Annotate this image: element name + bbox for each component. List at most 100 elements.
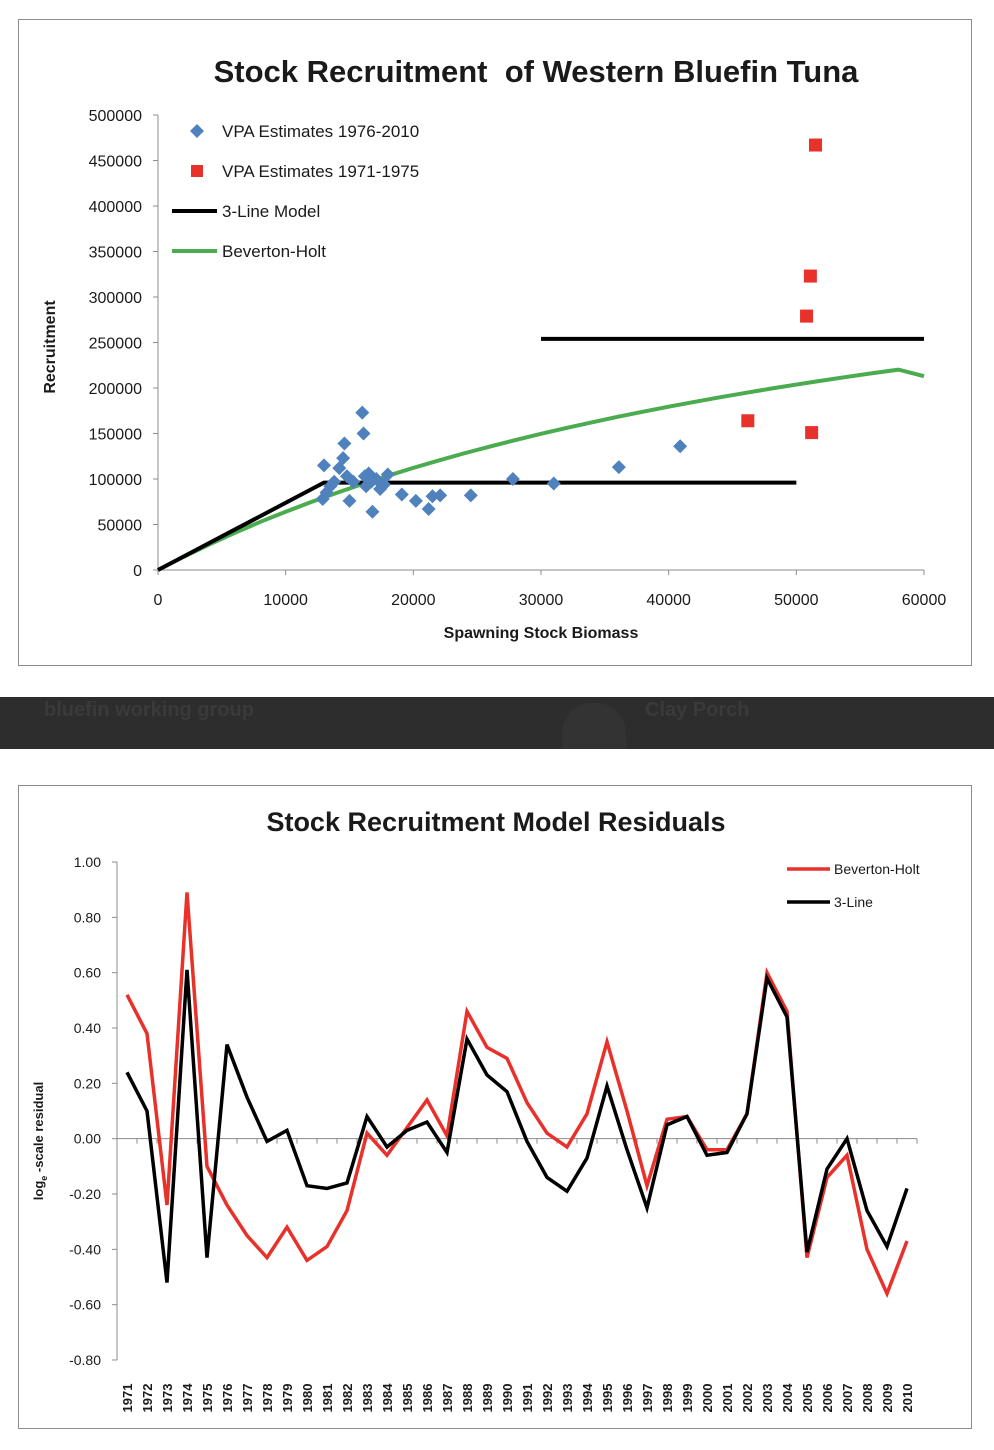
x-tick-label: 1975 [200, 1384, 215, 1413]
x-tick-label: 1980 [300, 1384, 315, 1413]
y-axis-label: loge -scale residual [31, 1082, 49, 1200]
vpa-1976-2010-point [342, 493, 357, 508]
x-tick-label: 2008 [860, 1384, 875, 1413]
x-tick-label: 2000 [700, 1384, 715, 1413]
x-tick-label: 1978 [260, 1384, 275, 1413]
three-line-model-segment [157, 480, 797, 572]
x-tick-label: 0 [154, 592, 163, 609]
vpa-1976-2010-point [316, 458, 331, 473]
y-tick-label: 0.80 [74, 909, 101, 925]
y-tick-label: 0.20 [74, 1075, 101, 1091]
x-tick-label: 2003 [760, 1384, 775, 1413]
x-tick-label: 1996 [620, 1384, 635, 1413]
x-tick-label: 1986 [420, 1384, 435, 1413]
x-tick-label: 1979 [280, 1384, 295, 1413]
x-tick-label: 1974 [180, 1383, 195, 1413]
vpa-1976-2010-point [337, 436, 352, 451]
y-tick-label: -0.20 [69, 1186, 101, 1202]
x-tick-label: 2002 [740, 1384, 755, 1413]
vpa-1976-2010-point [327, 474, 342, 489]
legend-diamond-marker [190, 124, 204, 138]
x-tick-label: 20000 [391, 592, 436, 609]
x-tick-label: 60000 [902, 592, 947, 609]
vpa-1976-2010-point [463, 488, 478, 503]
legend-label: VPA Estimates 1971-1975 [222, 162, 419, 181]
x-tick-label: 2006 [820, 1384, 835, 1413]
x-tick-label: 1990 [500, 1384, 515, 1413]
x-tick-label: 30000 [519, 592, 564, 609]
y-tick-label: 1.00 [74, 854, 101, 870]
vpa-1976-2010-point [380, 467, 395, 482]
x-tick-label: 1984 [380, 1383, 395, 1413]
vpa-1976-2010-point [394, 487, 409, 502]
x-tick-label: 1976 [220, 1384, 235, 1413]
x-tick-label: 50000 [774, 592, 819, 609]
y-axis-label: Recruitment [42, 300, 59, 394]
vpa-1976-2010-point [356, 426, 371, 441]
x-tick-label: 1999 [680, 1384, 695, 1413]
x-tick-label: 2005 [800, 1384, 815, 1413]
x-tick-label: 2004 [780, 1383, 795, 1413]
three-line-residual-line [125, 969, 909, 1283]
vpa-1976-2010-point [336, 451, 351, 466]
y-tick-label: -0.60 [69, 1297, 101, 1313]
y-tick-label: 450000 [89, 154, 142, 171]
legend-label: Beverton-Holt [834, 861, 920, 877]
x-tick-label: 2009 [880, 1384, 895, 1413]
vpa-1971-1975-point [808, 138, 822, 152]
x-tick-label: 1971 [120, 1384, 135, 1413]
vpa-1976-2010-point [673, 439, 688, 454]
vpa-1971-1975-point [741, 414, 755, 428]
legend-square-marker [191, 165, 203, 177]
x-tick-label: 2010 [900, 1384, 915, 1413]
band-left-title: bluefin working group [44, 699, 254, 721]
residuals-chart-panel: Stock Recruitment Model Residuals loge -… [18, 785, 972, 1429]
y-tick-label: 0 [133, 563, 142, 580]
legend-label: 3-Line [834, 894, 873, 910]
legend-label: 3-Line Model [222, 202, 320, 221]
band-right-title: Clay Porch [645, 699, 750, 721]
y-axis-label-subscript: e [39, 1176, 49, 1181]
vpa-1976-2010-point [408, 493, 423, 508]
vpa-1976-2010-point [355, 405, 370, 420]
x-axis-label: Spawning Stock Biomass [444, 625, 639, 642]
x-tick-label: 1972 [140, 1384, 155, 1413]
y-tick-label: 350000 [89, 245, 142, 262]
dark-separator-band: bluefin working group Clay Porch [0, 697, 994, 749]
y-tick-label: 0.40 [74, 1020, 101, 1036]
x-tick-label: 1993 [560, 1384, 575, 1413]
vpa-1971-1975-point [805, 426, 819, 440]
x-tick-label: 1989 [480, 1384, 495, 1413]
x-tick-label: 1988 [460, 1384, 475, 1413]
stock-recruitment-chart: Stock Recruitment of Western Bluefin Tun… [42, 54, 947, 642]
vpa-1976-2010-point [365, 504, 380, 519]
vpa-1976-2010-point [421, 502, 436, 517]
x-tick-label: 1982 [340, 1384, 355, 1413]
beverton-holt-residual-line [125, 892, 909, 1299]
y-axis-label-main: log [31, 1181, 46, 1201]
y-tick-label: 250000 [89, 336, 142, 353]
x-tick-label: 1977 [240, 1384, 255, 1413]
y-tick-label: 500000 [89, 108, 142, 125]
x-tick-label: 1985 [400, 1384, 415, 1413]
y-tick-label: 0.60 [74, 965, 101, 981]
x-tick-label: 1991 [520, 1384, 535, 1413]
vpa-1971-1975-point [803, 269, 817, 283]
y-tick-label: 0.00 [74, 1131, 101, 1147]
x-tick-label: 2007 [840, 1384, 855, 1413]
vpa-1971-1975-point [800, 309, 814, 323]
y-tick-label: 300000 [89, 290, 142, 307]
x-tick-label: 1992 [540, 1384, 555, 1413]
vpa-1976-2010-point [433, 488, 448, 503]
x-tick-label: 1997 [640, 1384, 655, 1413]
x-tick-label: 2001 [720, 1384, 735, 1413]
beverton-holt-curve [157, 367, 925, 572]
x-tick-label: 10000 [263, 592, 308, 609]
x-tick-label: 1987 [440, 1384, 455, 1413]
y-tick-label: 100000 [89, 472, 142, 489]
chart-title: Stock Recruitment of Western Bluefin Tun… [214, 54, 860, 89]
legend-label: VPA Estimates 1976-2010 [222, 122, 419, 141]
x-tick-label: 1994 [580, 1383, 595, 1413]
y-tick-label: 50000 [98, 518, 143, 535]
chart-title: Stock Recruitment Model Residuals [266, 807, 725, 837]
